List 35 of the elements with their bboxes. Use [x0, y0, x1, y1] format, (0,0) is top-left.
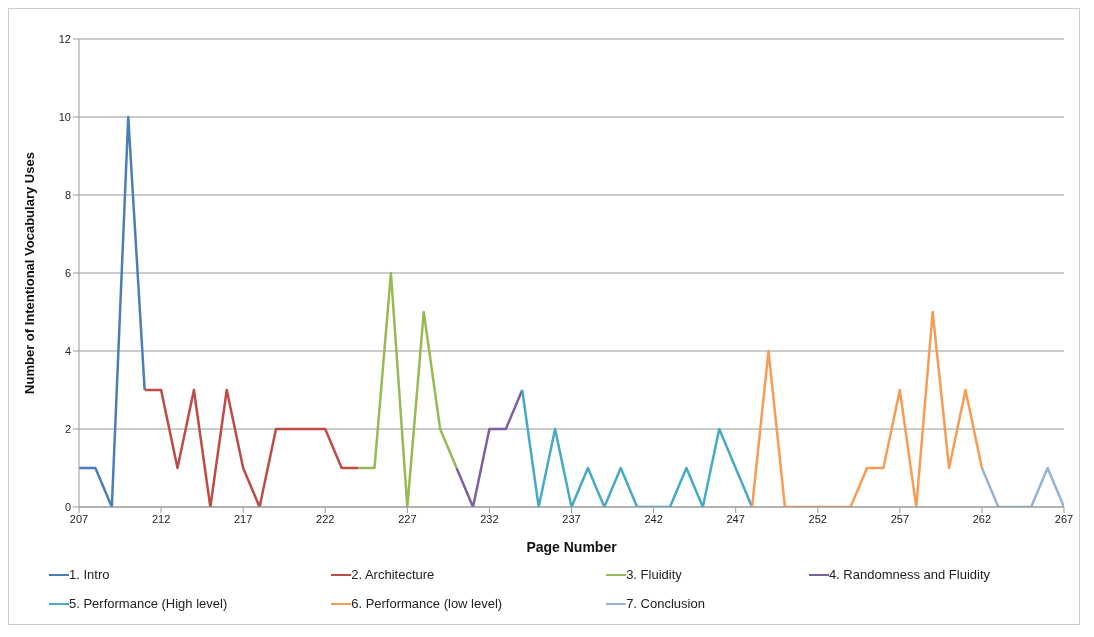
line-series — [79, 115, 146, 507]
y-tick-label: 4 — [64, 344, 71, 357]
x-tick-label: 252 — [808, 512, 827, 525]
y-tick-label: 8 — [64, 188, 71, 201]
x-tick-label: 242 — [644, 512, 663, 525]
x-tick-label: 207 — [69, 512, 89, 525]
x-tick-label: 262 — [972, 512, 992, 525]
x-tick-label: 222 — [316, 512, 335, 525]
y-tick-label: 2 — [64, 422, 71, 435]
x-axis-title: Page Number — [526, 539, 618, 555]
x-tick-label: 212 — [151, 512, 171, 525]
x-tick-label: 217 — [233, 512, 253, 525]
y-tick-label: 10 — [58, 110, 71, 123]
line-series — [521, 388, 754, 507]
line-series — [750, 310, 984, 507]
legend-label: 1. Intro — [69, 567, 110, 582]
line-series — [143, 388, 360, 507]
x-tick-label: 267 — [1054, 512, 1074, 525]
y-axis-title: Number of Intentional Vocabulary Uses — [21, 152, 37, 394]
legend-label: 4. Randomness and Fluidity — [828, 567, 991, 582]
legend-label: 6. Performance (low level) — [351, 596, 503, 611]
x-tick-label: 237 — [562, 512, 581, 525]
line-series — [356, 271, 458, 507]
legend-label: 7. Conclusion — [626, 596, 705, 611]
x-tick-label: 247 — [726, 512, 745, 525]
y-tick-label: 12 — [58, 32, 71, 45]
legend-label: 3. Fluidity — [626, 567, 682, 582]
line-series — [455, 388, 524, 507]
y-tick-label: 0 — [64, 500, 71, 513]
x-tick-label: 227 — [398, 512, 417, 525]
legend-label: 5. Performance (High level) — [69, 596, 228, 611]
y-tick-label: 6 — [64, 266, 71, 279]
legend-label: 2. Architecture — [351, 567, 435, 582]
x-tick-label: 257 — [890, 512, 910, 525]
x-tick-label: 232 — [480, 512, 499, 525]
